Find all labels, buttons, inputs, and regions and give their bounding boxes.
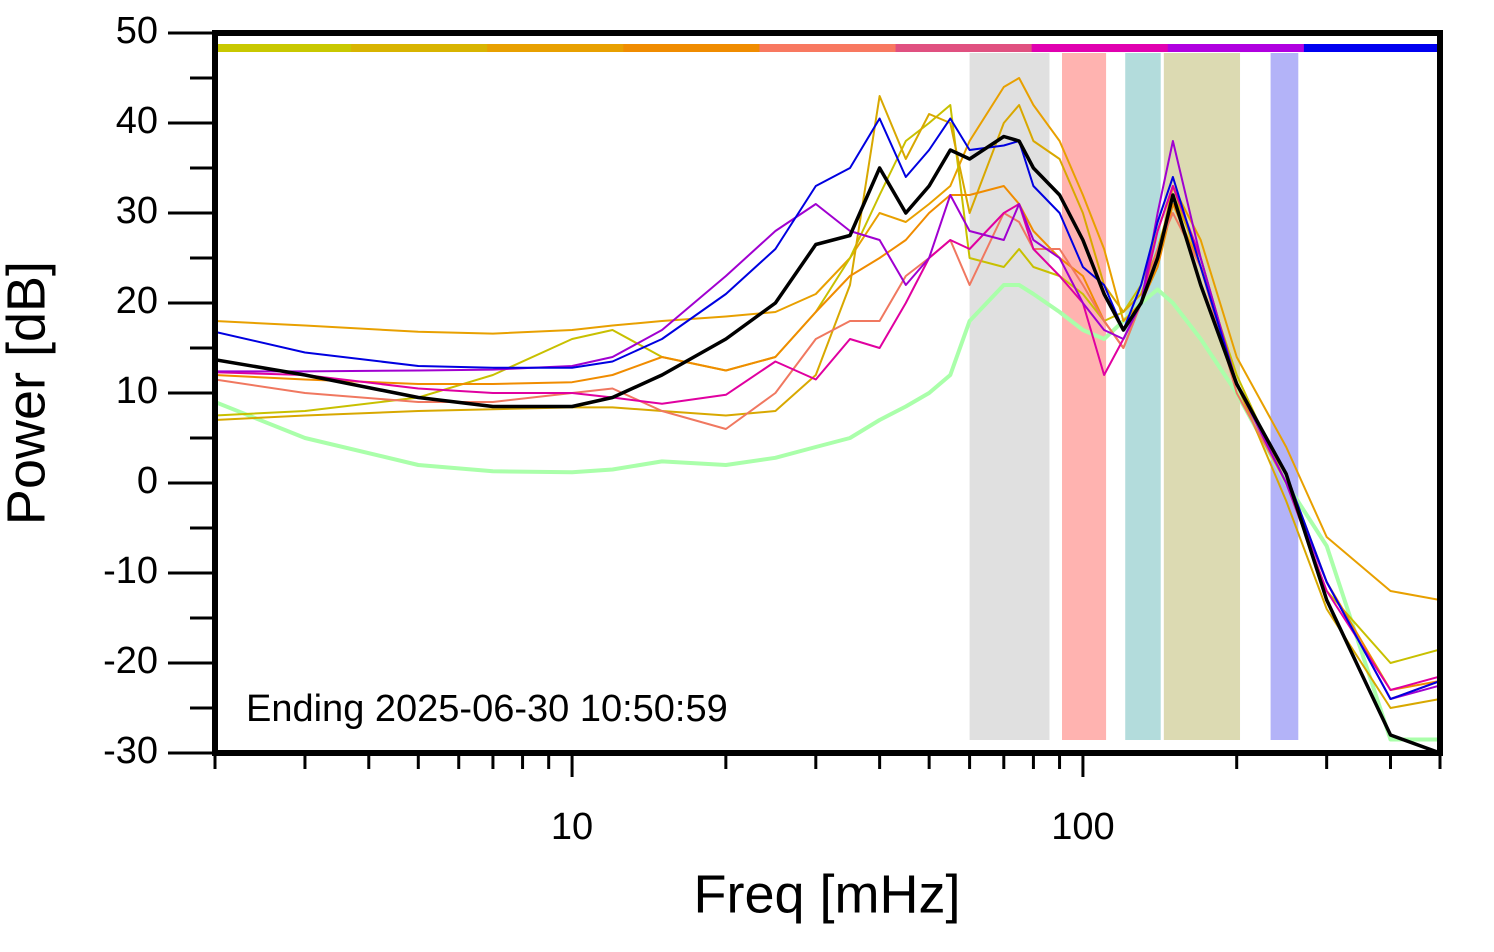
color-bar-segment	[487, 44, 624, 52]
band	[1062, 53, 1107, 740]
y-tick-label: -20	[103, 640, 158, 682]
series-line	[215, 77, 1440, 601]
y-tick-label: 20	[116, 280, 158, 322]
x-axis-label: Freq [mHz]	[693, 864, 960, 924]
y-tick-label: 50	[116, 10, 158, 52]
y-tick-label: 40	[116, 100, 158, 142]
y-tick-label: 0	[137, 460, 158, 502]
y-tick-label: 10	[116, 370, 158, 412]
color-bar-segment	[1303, 44, 1441, 52]
color-bar-segment	[215, 44, 352, 52]
series-line	[215, 95, 1440, 709]
annotation: Ending 2025-06-30 10:50:59	[246, 688, 728, 730]
color-bar-segment	[1167, 44, 1305, 52]
series-line	[215, 212, 1440, 700]
series-line	[215, 140, 1440, 700]
plot-frame	[212, 30, 1443, 756]
color-bar-segment	[1031, 44, 1169, 52]
series-line	[215, 117, 1440, 700]
y-tick-label: -30	[103, 730, 158, 772]
color-bar-segment	[895, 44, 1033, 52]
color-bar-segment	[759, 44, 897, 52]
x-tick-label: 100	[1051, 806, 1114, 848]
series-line	[215, 185, 1440, 691]
x-tick-label: 10	[551, 806, 593, 848]
series-line	[215, 283, 1440, 742]
series-line	[215, 134, 1440, 753]
band	[1125, 53, 1161, 740]
band	[969, 53, 1050, 740]
band	[1163, 53, 1241, 740]
bands	[969, 53, 1299, 740]
lines	[215, 77, 1440, 753]
series-line	[215, 185, 1440, 691]
y-tick-label: -10	[103, 550, 158, 592]
y-axis-label: Power [dB]	[0, 261, 56, 525]
axes: -30 -20 -10 0 10 20 30 40 50 10 100	[103, 10, 1443, 848]
color-bar-segment	[623, 44, 760, 52]
y-tick-label: 30	[116, 190, 158, 232]
color-bar-segment	[351, 44, 488, 52]
band	[1270, 53, 1299, 740]
top-bar	[215, 44, 1441, 52]
